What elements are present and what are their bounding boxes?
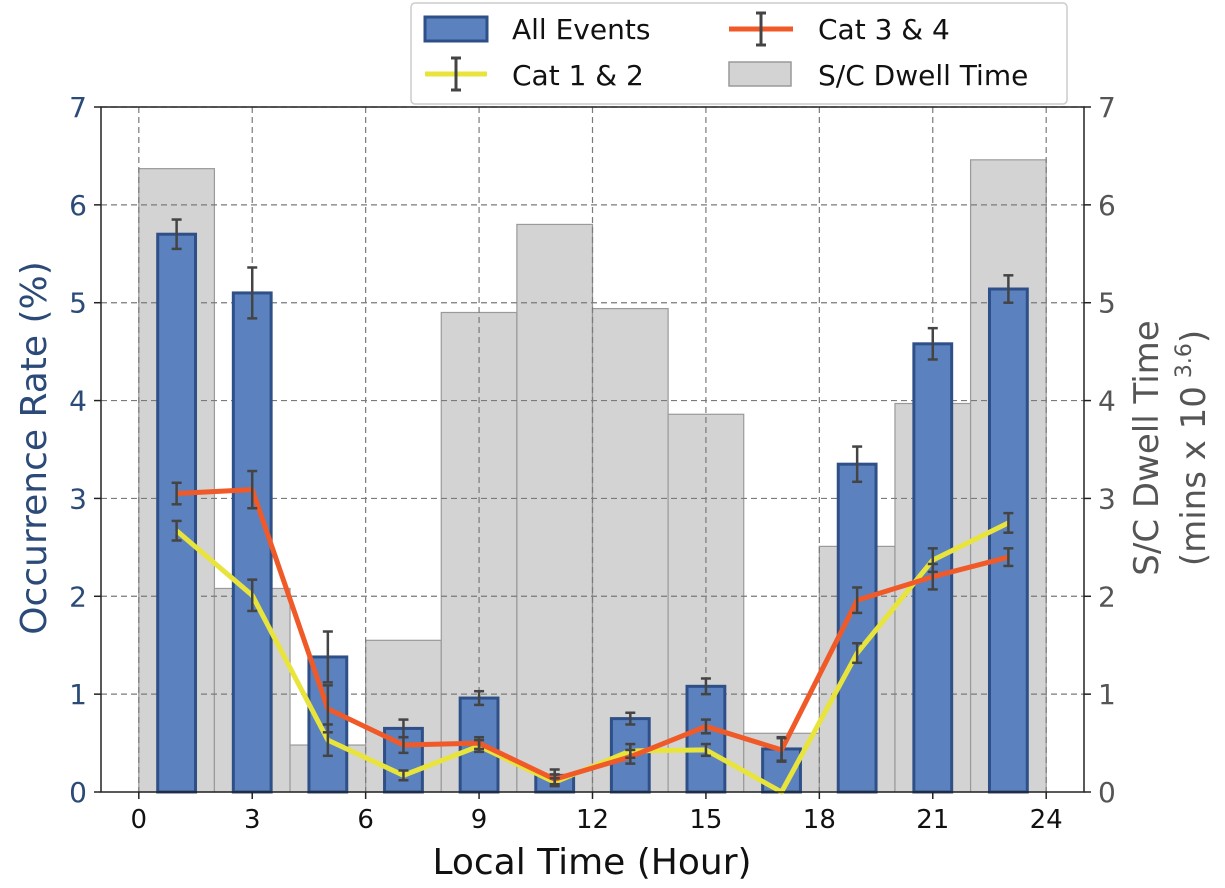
left-tick-label: 3 — [69, 482, 87, 515]
cat34-error-bar — [247, 469, 258, 510]
left-tick-label: 0 — [69, 776, 87, 809]
x-tick-label: 9 — [471, 805, 488, 835]
right-axis-units-suffix: ) — [1174, 330, 1214, 343]
legend-frame — [410, 2, 1068, 105]
cat12-error-bar — [247, 578, 258, 613]
left-tick-label: 5 — [69, 287, 87, 320]
all-events-error-bar — [171, 218, 182, 251]
x-tick-label: 21 — [916, 805, 949, 835]
x-tick-label: 15 — [689, 805, 722, 835]
cat34-error-bar — [322, 684, 333, 734]
cat34-error-bar — [1003, 547, 1014, 568]
legend-swatch-cat12 — [425, 56, 487, 92]
cat34-error-bar — [700, 718, 711, 735]
cat34-error-bar — [927, 562, 938, 591]
legend-label-dwell: S/C Dwell Time — [818, 59, 1028, 92]
cat12-error-bar — [852, 642, 863, 665]
cat12-error-bar — [398, 769, 409, 782]
right-tick-label: 2 — [1098, 580, 1116, 613]
right-axis-units-exponent: 3.6 — [1172, 343, 1197, 378]
right-axis-units-prefix: (mins x 10 — [1174, 386, 1214, 566]
cat12-error-bar — [700, 742, 711, 758]
all-events-error-bar — [625, 711, 636, 726]
x-axis-title: Local Time (Hour) — [432, 842, 751, 883]
axes — [94, 106, 1091, 799]
right-axis-units: (mins x 10 3.6) — [1172, 330, 1214, 566]
right-axis-title: S/C Dwell Time — [1127, 320, 1167, 575]
x-tick-label: 0 — [131, 805, 148, 835]
cat34-error-bar — [776, 736, 787, 763]
all-events-error-bar — [700, 677, 711, 696]
all-events-bar — [156, 232, 198, 794]
x-tick-label: 12 — [576, 805, 609, 835]
legend-swatch-dwell — [728, 61, 792, 87]
right-tick-label: 5 — [1098, 287, 1116, 320]
x-tick-label: 6 — [357, 805, 374, 835]
all-events-bar — [231, 291, 273, 794]
right-tick-label: 4 — [1098, 385, 1116, 418]
legend: All Events Cat 1 & 2 Cat 3 & 4 S/C Dwell… — [410, 2, 1068, 105]
x-tick-label: 24 — [1030, 805, 1063, 835]
cat34-line — [176, 487, 1010, 782]
cat12-error-bar — [1003, 511, 1014, 534]
cat12-error-bar — [171, 519, 182, 542]
cat34-error-bar — [625, 748, 636, 765]
cat34-error-bar — [474, 735, 485, 751]
left-tick-label: 7 — [69, 91, 87, 124]
left-tick-label: 4 — [69, 385, 87, 418]
left-tick-label: 2 — [69, 580, 87, 613]
all-events-error-bar — [247, 266, 258, 320]
legend-swatch-cat34 — [729, 11, 793, 47]
all-events-error-bar — [1003, 274, 1014, 304]
all-events-bar — [685, 684, 727, 794]
x-tick-label: 18 — [803, 805, 836, 835]
right-tick-label: 6 — [1098, 189, 1116, 222]
category-lines — [171, 469, 1014, 795]
legend-label-all-events: All Events — [512, 13, 650, 46]
cat34-error-bar — [852, 586, 863, 615]
all-events-error-bar — [474, 689, 485, 707]
cat34-error-bar — [549, 773, 560, 786]
right-tick-label: 3 — [1098, 482, 1116, 515]
right-tick-label: 0 — [1098, 776, 1116, 809]
cat34-error-bar — [398, 735, 409, 755]
left-tick-label: 6 — [69, 189, 87, 222]
all-events-error-bar — [852, 445, 863, 484]
left-axis-title: Occurrence Rate (%) — [14, 261, 55, 635]
right-tick-label: 1 — [1098, 678, 1116, 711]
right-tick-label: 7 — [1098, 91, 1116, 124]
all-events-bar — [987, 287, 1029, 794]
x-tick-label: 3 — [244, 805, 261, 835]
legend-label-cat12: Cat 1 & 2 — [512, 59, 644, 92]
left-tick-label: 1 — [69, 678, 87, 711]
all-events-error-bar — [322, 630, 333, 684]
legend-swatch-all-events — [423, 15, 489, 43]
all-events-error-bar — [927, 326, 938, 361]
dwell-time-bar — [516, 223, 594, 793]
legend-label-cat34: Cat 3 & 4 — [818, 13, 950, 46]
cat34-error-bar — [171, 481, 182, 506]
